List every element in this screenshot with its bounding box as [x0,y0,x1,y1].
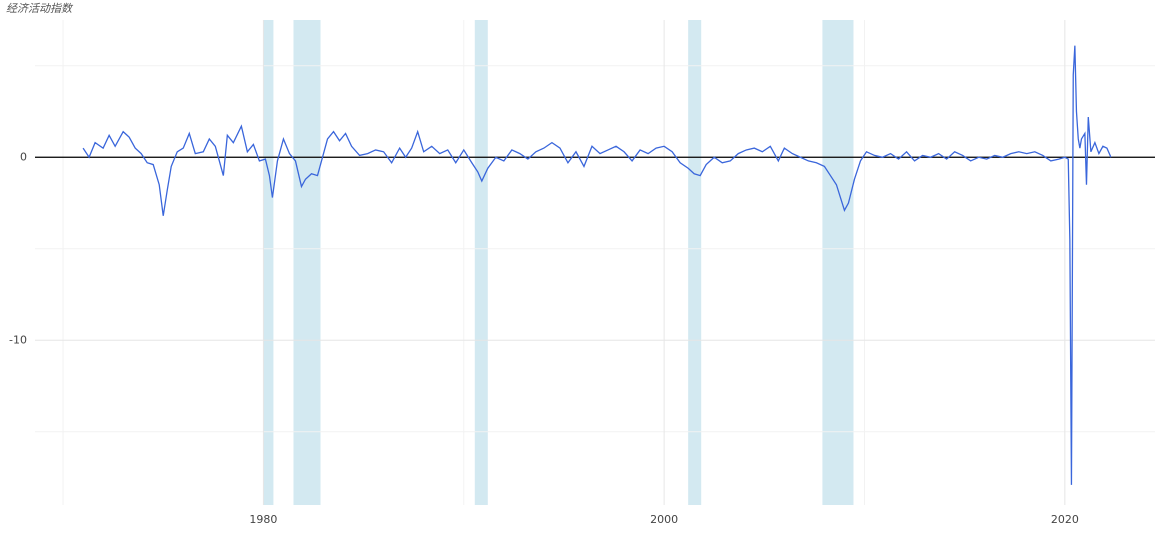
y-tick-label: 0 [20,150,27,163]
recession-band [822,20,854,505]
y-tick-label: -10 [9,333,27,346]
recession-band [293,20,321,505]
x-tick-label: 2020 [1051,513,1079,526]
data-line [82,45,1112,485]
recession-band [474,20,488,505]
x-tick-label: 2000 [650,513,678,526]
chart-title: 经济活动指数 [6,2,74,15]
x-tick-label: 1980 [249,513,277,526]
recession-band [688,20,702,505]
recession-band [263,20,274,505]
